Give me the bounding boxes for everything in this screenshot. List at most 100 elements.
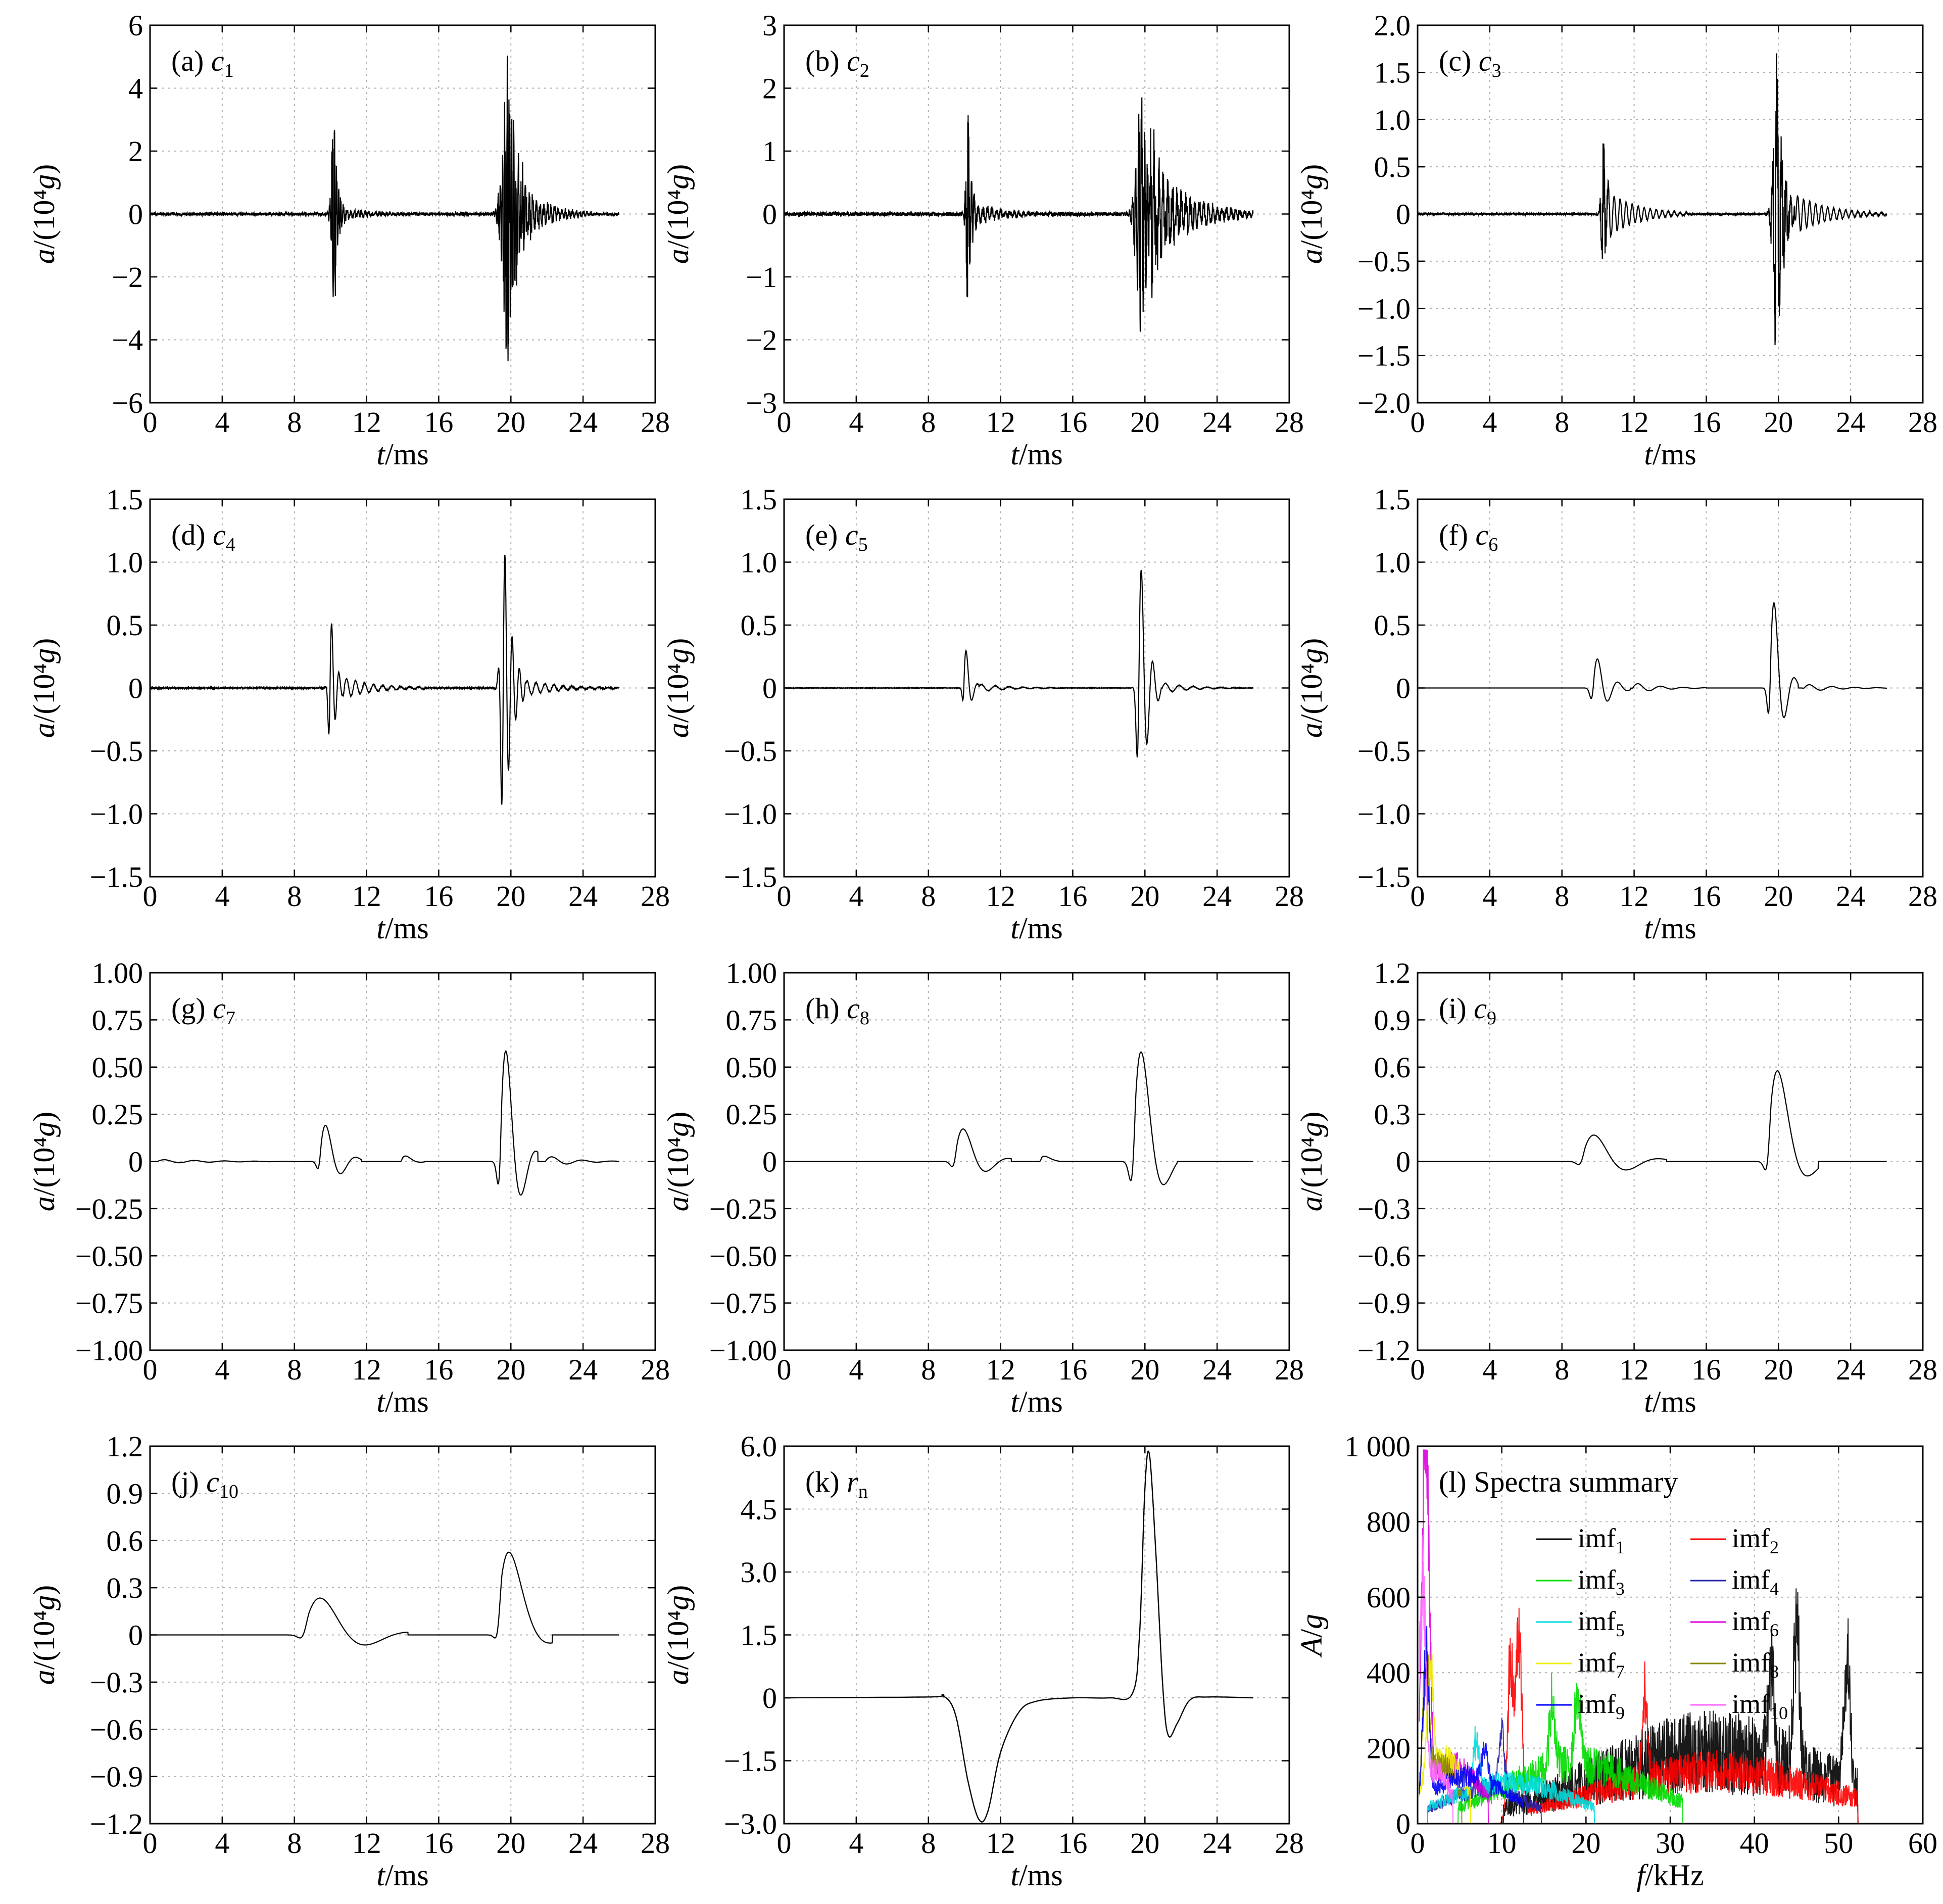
y-tick-label: −1 (746, 261, 777, 294)
y-tick-label: 1.5 (107, 483, 143, 516)
y-tick-label: 0.9 (107, 1477, 143, 1510)
x-tick-label: 20 (1764, 880, 1793, 913)
y-tick-label: −4 (112, 324, 143, 357)
y-tick-label: 3.0 (741, 1556, 778, 1589)
y-tick-label: −0.3 (90, 1666, 143, 1699)
x-tick-label: 4 (1482, 880, 1497, 913)
x-tick-label: 4 (215, 880, 229, 913)
x-tick-label: 8 (921, 406, 936, 439)
panel-f: 0 4 8 12 16 20 24 28 1.5 1.0 0.5 0 −0.5 −1.0 −1.5 t/ms a… (1295, 483, 1937, 945)
y-tick-label: 1.5 (1374, 56, 1411, 89)
y-tick-label: 4.5 (741, 1493, 778, 1526)
y-tick-label: −1.0 (1357, 292, 1411, 325)
panel-label: (a) c1 (171, 44, 234, 81)
x-tick-label: 12 (986, 1827, 1015, 1860)
x-axis-label: t/ms (376, 1385, 428, 1418)
y-tick-label: 0 (1396, 1146, 1411, 1178)
x-tick-label: 12 (352, 1827, 381, 1860)
y-tick-label: 0.5 (1374, 151, 1411, 183)
y-tick-label: 1.0 (1374, 104, 1411, 136)
y-axis-label: a/(10⁴g) (27, 638, 61, 738)
x-tick-label: 28 (1275, 880, 1304, 913)
x-axis-label: t/ms (376, 438, 428, 471)
x-tick-label: 24 (568, 1353, 598, 1386)
y-tick-label: −0.9 (1357, 1287, 1411, 1320)
x-tick-label: 20 (496, 406, 525, 439)
y-tick-label: −0.75 (75, 1287, 143, 1320)
y-tick-label: 2 (762, 72, 777, 105)
x-tick-label: 16 (424, 880, 453, 913)
x-tick-label: 40 (1740, 1827, 1769, 1860)
y-tick-label: 1 000 (1345, 1430, 1411, 1463)
x-tick-label: 0 (143, 880, 158, 913)
x-tick-label: 16 (1691, 880, 1721, 913)
y-tick-label: −0.25 (75, 1193, 143, 1225)
x-tick-label: 8 (1555, 880, 1569, 913)
x-tick-label: 12 (352, 406, 381, 439)
y-tick-label: 400 (1367, 1656, 1411, 1689)
trace-c (1418, 53, 1887, 346)
y-tick-label: 1.2 (1374, 957, 1411, 989)
spectrum-imf9 (1419, 1626, 1862, 1824)
series-i (1418, 1070, 1887, 1177)
series-j (150, 1551, 619, 1646)
y-tick-label: 1.5 (741, 1619, 778, 1652)
y-tick-label: 0.5 (1374, 609, 1411, 642)
x-tick-label: 0 (1411, 1353, 1425, 1386)
x-tick-label: 20 (496, 1353, 525, 1386)
x-tick-label: 4 (849, 1353, 863, 1386)
y-tick-label: −3.0 (724, 1807, 777, 1840)
y-tick-label: 6.0 (741, 1430, 778, 1463)
series-e (784, 570, 1254, 759)
x-tick-label: 8 (287, 880, 302, 913)
y-axis-label: a/(10⁴g) (661, 638, 695, 738)
x-tick-label: 24 (1836, 1353, 1865, 1386)
x-tick-label: 0 (777, 1827, 792, 1860)
panel-l: 0 10 20 30 40 50 60 1 000 800 600 400 200 0 f/kHz A/g (… (1295, 1430, 1937, 1892)
y-tick-label: −2 (112, 261, 143, 294)
series-l (1419, 1449, 1862, 1824)
x-tick-label: 24 (568, 880, 598, 913)
trace-i (1418, 1070, 1887, 1177)
x-tick-label: 8 (287, 406, 302, 439)
series-k (784, 1450, 1253, 1823)
x-tick-label: 4 (1482, 406, 1497, 439)
panel-i: 0 4 8 12 16 20 24 28 1.2 0.9 0.6 0.3 0 −0.3 −0.6 −0.9 −1… (1295, 957, 1937, 1418)
y-tick-label: −0.5 (724, 735, 777, 768)
y-tick-label: 0.6 (1374, 1051, 1411, 1084)
y-tick-label: 0 (128, 1146, 143, 1178)
y-tick-label: 200 (1367, 1732, 1411, 1765)
y-tick-label: 2 (128, 135, 143, 168)
y-tick-label: 6 (128, 9, 143, 42)
x-tick-label: 20 (1764, 1353, 1793, 1386)
y-axis-label: a/(10⁴g) (661, 164, 695, 264)
legend-label: imf5 (1578, 1606, 1625, 1640)
y-axis-label: a/(10⁴g) (1295, 1112, 1328, 1212)
x-tick-label: 16 (1058, 1827, 1087, 1860)
axes-frame (783, 1445, 1290, 1825)
legend-label: imf9 (1578, 1689, 1625, 1723)
y-tick-label: −0.6 (1357, 1240, 1411, 1272)
x-tick-label: 28 (641, 1827, 670, 1860)
x-tick-label: 4 (215, 1827, 229, 1860)
x-tick-label: 28 (641, 406, 670, 439)
y-axis-label: a/(10⁴g) (27, 164, 61, 264)
x-tick-label: 0 (1411, 880, 1425, 913)
y-tick-label: −2 (746, 324, 777, 357)
x-tick-label: 12 (1620, 880, 1649, 913)
y-tick-label: 0.50 (92, 1051, 143, 1084)
series-d (150, 554, 620, 805)
x-axis-label: t/ms (1010, 912, 1062, 945)
legend-label: imf8 (1732, 1647, 1779, 1682)
y-tick-label: 1.5 (741, 483, 778, 516)
x-axis-label: t/ms (1010, 438, 1062, 471)
x-tick-label: 24 (1836, 406, 1865, 439)
x-tick-label: 0 (777, 880, 792, 913)
y-axis-label: a/(10⁴g) (661, 1585, 695, 1685)
legend-label: imf6 (1732, 1606, 1779, 1640)
x-tick-label: 20 (496, 880, 525, 913)
y-tick-label: 0.75 (726, 1004, 778, 1036)
y-tick-label: −0.5 (1357, 735, 1411, 768)
x-tick-label: 30 (1656, 1827, 1685, 1860)
panel-h: 0 4 8 12 16 20 24 28 1.00 0.75 0.50 0.25 0 −0.25 −0.50… (661, 957, 1304, 1418)
